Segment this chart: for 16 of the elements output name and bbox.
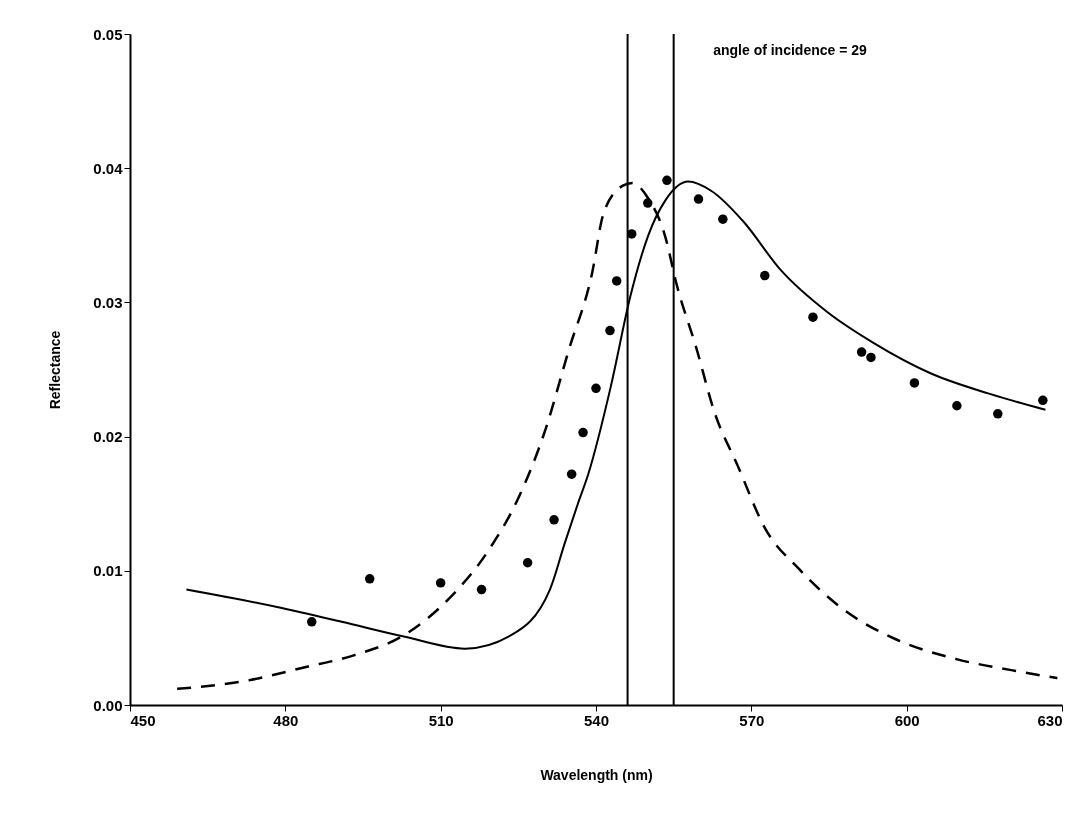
y-tick-label: 0.01 — [93, 562, 123, 580]
y-tick-label: 0.04 — [93, 159, 124, 177]
y-axis-title: Reflectance — [47, 330, 64, 410]
annotation: angle of incidence = 29 — [713, 42, 868, 58]
y-tick-label: 0.05 — [93, 25, 123, 43]
x-tick-label: 630 — [1037, 711, 1063, 729]
x-tick-label: 510 — [428, 711, 454, 729]
x-tick-label: 480 — [273, 711, 299, 729]
y-tick-label: 0.02 — [93, 428, 123, 446]
x-tick-label: 600 — [894, 711, 920, 729]
x-tick-label: 540 — [583, 711, 610, 729]
y-tick-label: 0.03 — [93, 293, 123, 311]
x-axis-title: Wavelength (nm) — [540, 766, 653, 783]
y-tick-label: 0.00 — [93, 696, 123, 714]
x-tick-label: 450 — [130, 711, 156, 729]
x-tick-label: 570 — [739, 711, 765, 729]
